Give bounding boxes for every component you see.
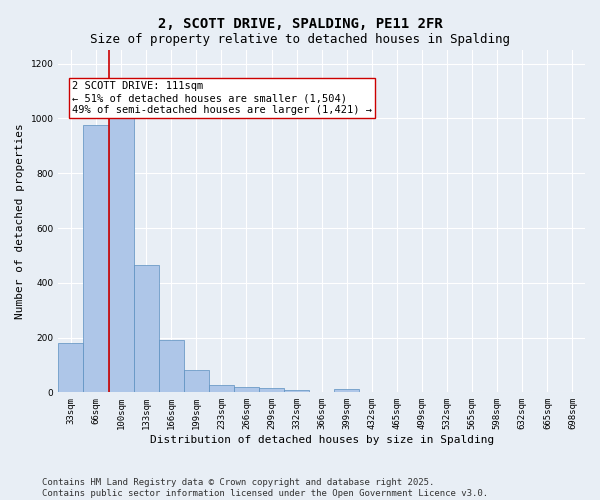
Title: 2, SCOTT DRIVE, SPALDING, PE11 2FR
Size of property relative to detached houses : 2, SCOTT DRIVE, SPALDING, PE11 2FR Size … bbox=[0, 499, 1, 500]
Text: 2, SCOTT DRIVE, SPALDING, PE11 2FR: 2, SCOTT DRIVE, SPALDING, PE11 2FR bbox=[158, 18, 442, 32]
Y-axis label: Number of detached properties: Number of detached properties bbox=[15, 124, 25, 319]
Bar bbox=[259, 388, 284, 392]
Bar bbox=[234, 388, 259, 392]
Text: Contains HM Land Registry data © Crown copyright and database right 2025.
Contai: Contains HM Land Registry data © Crown c… bbox=[42, 478, 488, 498]
Bar bbox=[109, 116, 134, 392]
Bar bbox=[159, 340, 184, 392]
Text: 2 SCOTT DRIVE: 111sqm
← 51% of detached houses are smaller (1,504)
49% of semi-d: 2 SCOTT DRIVE: 111sqm ← 51% of detached … bbox=[72, 82, 372, 114]
Bar bbox=[83, 126, 109, 392]
Text: Size of property relative to detached houses in Spalding: Size of property relative to detached ho… bbox=[90, 32, 510, 46]
Bar bbox=[58, 343, 83, 392]
Bar bbox=[184, 370, 209, 392]
Bar bbox=[134, 265, 159, 392]
Bar bbox=[209, 386, 234, 392]
X-axis label: Distribution of detached houses by size in Spalding: Distribution of detached houses by size … bbox=[149, 435, 494, 445]
Bar bbox=[284, 390, 309, 392]
Bar bbox=[334, 389, 359, 392]
